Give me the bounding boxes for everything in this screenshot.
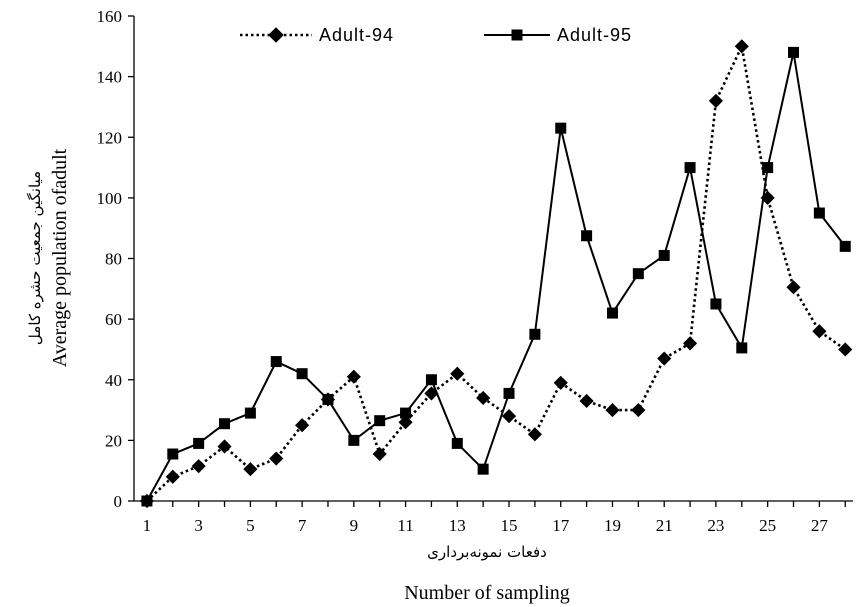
series-group xyxy=(139,39,853,509)
data-point-adult-94 xyxy=(269,451,284,466)
data-point-adult-95 xyxy=(348,434,360,446)
y-tick-label: 60 xyxy=(105,310,122,329)
y-tick-label: 140 xyxy=(97,68,123,87)
data-point-adult-94 xyxy=(165,469,180,484)
x-axis-title: Number of sampling xyxy=(404,582,570,604)
x-tick-label: 9 xyxy=(350,516,359,535)
data-point-adult-95 xyxy=(425,374,437,386)
x-tick-label: 1 xyxy=(143,516,152,535)
data-point-adult-94 xyxy=(450,366,465,381)
data-point-adult-95 xyxy=(193,437,205,449)
y-tick-label: 40 xyxy=(105,371,122,390)
y-axis-title-persian: میانگین جمعیت حشره کامل xyxy=(26,171,44,345)
x-tick-label: 15 xyxy=(501,516,518,535)
series-adult-95 xyxy=(141,46,851,507)
y-tick-label: 100 xyxy=(97,189,123,208)
data-point-adult-94 xyxy=(838,342,853,357)
x-tick-label: 5 xyxy=(246,516,255,535)
data-point-adult-95 xyxy=(477,463,489,475)
data-point-adult-95 xyxy=(270,356,282,368)
data-point-adult-94 xyxy=(372,446,387,462)
data-point-adult-95 xyxy=(736,342,748,354)
data-point-adult-94 xyxy=(191,459,206,474)
legend-marker-adult-95 xyxy=(511,29,523,41)
data-point-adult-95 xyxy=(839,240,851,252)
legend-label-adult-95: Adult-95 xyxy=(557,25,632,45)
data-point-adult-94 xyxy=(682,336,698,351)
data-point-adult-95 xyxy=(141,495,153,507)
data-point-adult-95 xyxy=(606,307,618,319)
y-tick-label: 160 xyxy=(97,7,123,26)
data-point-adult-94 xyxy=(605,402,620,418)
data-point-adult-95 xyxy=(813,207,825,219)
data-point-adult-94 xyxy=(553,375,568,390)
y-tick-label: 0 xyxy=(114,492,123,511)
x-tick-label: 19 xyxy=(604,516,621,535)
data-point-adult-95 xyxy=(762,162,774,174)
legend-marker-adult-94 xyxy=(268,27,284,43)
data-point-adult-95 xyxy=(296,368,308,380)
x-tick-label: 17 xyxy=(552,516,570,535)
data-point-adult-94 xyxy=(243,462,258,477)
data-point-adult-94 xyxy=(476,390,491,406)
series-line-adult-94 xyxy=(146,45,846,502)
data-point-adult-94 xyxy=(346,369,361,384)
data-point-adult-95 xyxy=(658,249,670,261)
y-tick-group: 0 20 40 60 80 100 120 140 160 xyxy=(97,7,134,511)
x-axis-title-persian: دفعات نمونه‌برداری xyxy=(427,543,547,561)
data-point-adult-94 xyxy=(786,280,801,295)
data-point-adult-94 xyxy=(812,324,827,339)
data-point-adult-95 xyxy=(374,415,386,427)
data-point-adult-94 xyxy=(734,39,749,54)
x-tick-label: 25 xyxy=(759,516,776,535)
x-tick-group: 1 3 5 7 9 11 13 15 17 19 21 23 25 27 xyxy=(143,501,846,535)
data-point-adult-94 xyxy=(657,351,672,366)
y-tick-label: 80 xyxy=(105,250,122,269)
y-axis-title: Average population ofadult xyxy=(49,148,71,367)
y-tick-label: 120 xyxy=(97,128,123,147)
data-point-adult-95 xyxy=(581,230,593,242)
series-line-adult-95 xyxy=(146,51,847,502)
data-point-adult-95 xyxy=(167,448,179,460)
data-point-adult-95 xyxy=(503,387,515,399)
x-tick-label: 21 xyxy=(656,516,673,535)
y-tick-label: 20 xyxy=(105,431,122,450)
legend: Adult-94 Adult-95 xyxy=(240,25,632,45)
data-point-adult-95 xyxy=(244,407,256,419)
data-point-adult-95 xyxy=(451,437,463,449)
data-point-adult-94 xyxy=(631,402,646,418)
data-point-adult-95 xyxy=(788,46,800,58)
data-point-adult-94 xyxy=(295,418,310,433)
data-point-adult-95 xyxy=(400,407,412,419)
data-point-adult-95 xyxy=(710,298,722,310)
series-adult-94 xyxy=(139,39,853,509)
data-point-adult-94 xyxy=(217,439,232,454)
x-tick-label: 13 xyxy=(449,516,466,535)
data-point-adult-94 xyxy=(708,93,723,108)
data-point-adult-94 xyxy=(527,427,542,442)
data-point-adult-95 xyxy=(555,122,567,134)
x-tick-label: 23 xyxy=(707,516,724,535)
x-tick-label: 7 xyxy=(298,516,307,535)
x-tick-label: 11 xyxy=(397,516,413,535)
data-point-adult-94 xyxy=(398,415,413,430)
axes xyxy=(133,16,853,502)
legend-label-adult-94: Adult-94 xyxy=(319,25,394,45)
data-point-adult-95 xyxy=(322,393,334,405)
x-tick-label: 27 xyxy=(811,516,829,535)
data-point-adult-95 xyxy=(219,418,231,430)
data-point-adult-94 xyxy=(579,393,594,409)
x-tick-label: 3 xyxy=(194,516,203,535)
data-point-adult-95 xyxy=(684,162,696,174)
data-point-adult-95 xyxy=(529,328,541,340)
data-point-adult-95 xyxy=(632,268,644,280)
